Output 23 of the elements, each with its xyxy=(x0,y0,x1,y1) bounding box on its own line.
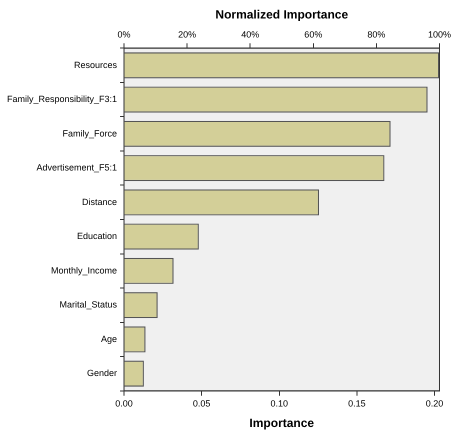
y-tick-label: Gender xyxy=(87,368,118,378)
y-tick-label: Age xyxy=(101,334,118,344)
x2-tick-label: 40% xyxy=(241,29,260,40)
x-tick-label: 0.00 xyxy=(115,398,133,409)
x2-tick-label: 80% xyxy=(367,29,386,40)
y-tick-label: Advertisement_F5:1 xyxy=(36,162,118,173)
y-tick-label: Resources xyxy=(74,60,118,70)
x-tick-label: 0.15 xyxy=(348,398,366,409)
x-tick-label: 0.05 xyxy=(192,398,210,409)
y-tick-label: Marital_Status xyxy=(60,300,118,310)
x-tick-label: 0.10 xyxy=(270,398,288,409)
x-axis-title: Importance xyxy=(249,416,314,430)
y-tick-label: Distance xyxy=(82,196,118,207)
x2-tick-label: 20% xyxy=(178,29,196,40)
y-tick-label: Family_Responsibility_F3:1 xyxy=(6,94,118,104)
x2-axis-title: Normalized Importance xyxy=(215,8,348,22)
y-tick-label: Education xyxy=(77,231,118,242)
x-tick-label: 0.20 xyxy=(426,398,444,409)
y-tick-label: Monthly_Income xyxy=(50,265,118,276)
x2-tick-label: 100% xyxy=(428,29,452,40)
x2-tick-label: 60% xyxy=(304,29,322,40)
y-tick-label: Family_Force xyxy=(62,128,118,138)
x2-tick-label: 0% xyxy=(118,29,131,40)
